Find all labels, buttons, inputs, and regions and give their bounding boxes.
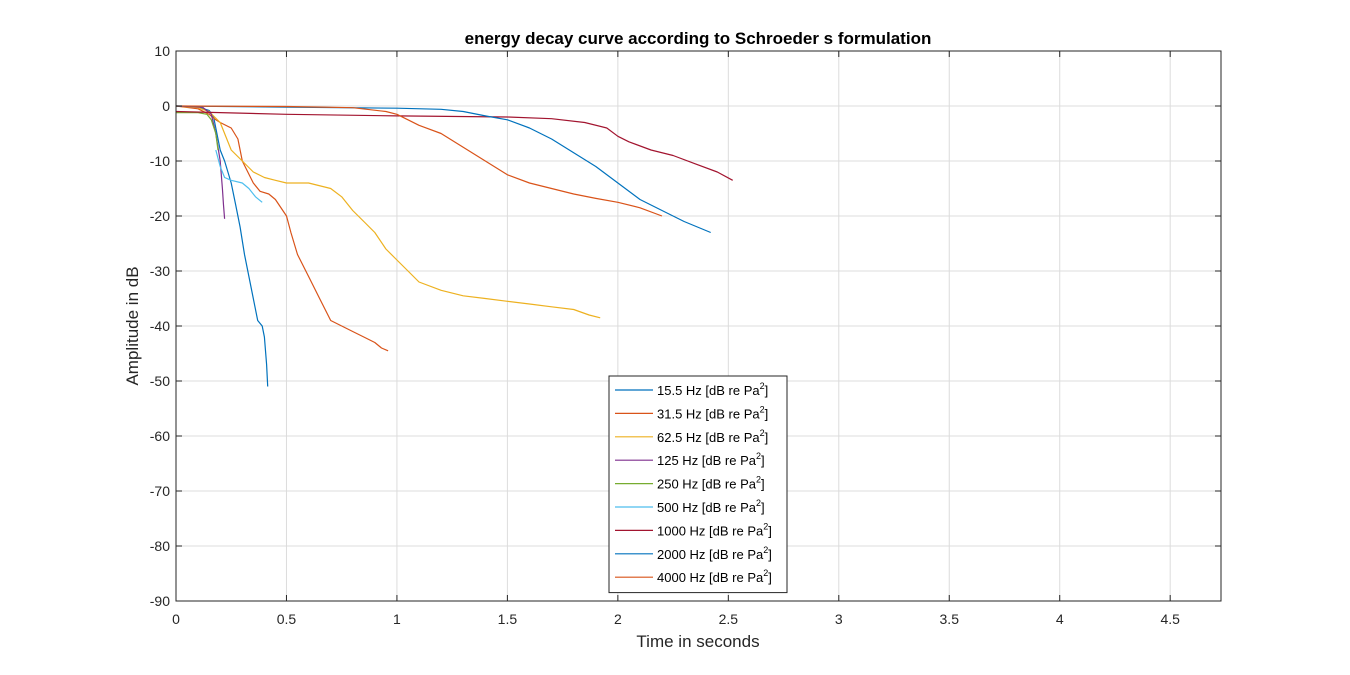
x-tick-label: 1	[393, 611, 401, 627]
legend-bracket: ]	[768, 547, 772, 562]
legend-bracket: ]	[765, 430, 769, 445]
x-tick-label: 2.5	[719, 611, 739, 627]
x-tick-label: 2	[614, 611, 622, 627]
legend-label-4: 250 Hz [dB re Pa2]	[657, 475, 765, 492]
legend-label-text: 125 Hz [dB re Pa	[657, 453, 757, 468]
legend-label-text: 2000 Hz [dB re Pa	[657, 547, 764, 562]
y-tick-label: -30	[150, 263, 170, 279]
x-tick-label: 1.5	[498, 611, 518, 627]
legend-label-3: 125 Hz [dB re Pa2]	[657, 451, 765, 468]
legend-superscript: 2	[763, 521, 768, 531]
y-tick-label: -80	[150, 538, 170, 554]
series-line-8	[175, 105, 663, 217]
legend-bracket: ]	[761, 500, 765, 515]
legend: 15.5 Hz [dB re Pa2]31.5 Hz [dB re Pa2]62…	[608, 375, 788, 594]
legend-bracket: ]	[765, 406, 769, 421]
series-line-2	[175, 105, 601, 319]
x-tick-label: 3.5	[940, 611, 960, 627]
legend-label-text: 1000 Hz [dB re Pa	[657, 523, 764, 538]
series-line-7	[175, 105, 711, 234]
legend-label-0: 15.5 Hz [dB re Pa2]	[657, 381, 768, 398]
y-axis-label: Amplitude in dB	[123, 266, 142, 385]
series-line-5	[215, 149, 263, 203]
x-axis-label: Time in seconds	[636, 632, 759, 651]
legend-label-text: 62.5 Hz [dB re Pa	[657, 430, 760, 445]
legend-label-7: 2000 Hz [dB re Pa2]	[657, 545, 772, 562]
legend-label-6: 1000 Hz [dB re Pa2]	[657, 521, 772, 538]
legend-label-text: 500 Hz [dB re Pa	[657, 500, 757, 515]
y-tick-label: -60	[150, 428, 170, 444]
legend-label-8: 4000 Hz [dB re Pa2]	[657, 568, 772, 585]
series-line-6	[175, 110, 733, 181]
legend-bracket: ]	[761, 453, 765, 468]
y-tick-label: 10	[154, 43, 170, 59]
legend-box	[608, 375, 788, 594]
legend-label-text: 31.5 Hz [dB re Pa	[657, 406, 760, 421]
legend-label-5: 500 Hz [dB re Pa2]	[657, 498, 765, 515]
legend-label-1: 31.5 Hz [dB re Pa2]	[657, 404, 768, 421]
legend-bracket: ]	[768, 523, 772, 538]
series-line-4	[176, 111, 219, 151]
legend-superscript: 2	[763, 568, 768, 578]
x-tick-label: 4	[1056, 611, 1064, 627]
legend-superscript: 2	[760, 381, 765, 391]
chart-title: energy decay curve according to Schroede…	[465, 29, 932, 48]
y-tick-label: -90	[150, 593, 170, 609]
legend-superscript: 2	[756, 475, 761, 485]
y-tick-label: -50	[150, 373, 170, 389]
series-line-0	[175, 105, 269, 387]
legend-superscript: 2	[760, 404, 765, 414]
x-tick-label: 0.5	[277, 611, 297, 627]
y-tick-label: -20	[150, 208, 170, 224]
legend-bracket: ]	[761, 477, 765, 492]
y-tick-label: -70	[150, 483, 170, 499]
legend-label-text: 4000 Hz [dB re Pa	[657, 570, 764, 585]
legend-label-2: 62.5 Hz [dB re Pa2]	[657, 428, 768, 445]
legend-bracket: ]	[768, 570, 772, 585]
legend-superscript: 2	[763, 545, 768, 555]
legend-bracket: ]	[765, 383, 769, 398]
legend-superscript: 2	[760, 428, 765, 438]
legend-superscript: 2	[756, 451, 761, 461]
y-tick-label: -40	[150, 318, 170, 334]
ticks: 0 0.5 1 1.5 2 2.5 3 3.5 4 4.5 10 0 -10 -20 -30 -40 -50 -6…	[150, 43, 1221, 627]
y-tick-label: -10	[150, 153, 170, 169]
y-tick-label: 0	[162, 98, 170, 114]
x-tick-label: 0	[172, 611, 180, 627]
x-tick-label: 4.5	[1160, 611, 1180, 627]
legend-label-text: 250 Hz [dB re Pa	[657, 477, 757, 492]
legend-superscript: 2	[756, 498, 761, 508]
series-group	[175, 105, 733, 387]
legend-label-text: 15.5 Hz [dB re Pa	[657, 383, 760, 398]
x-tick-label: 3	[835, 611, 843, 627]
